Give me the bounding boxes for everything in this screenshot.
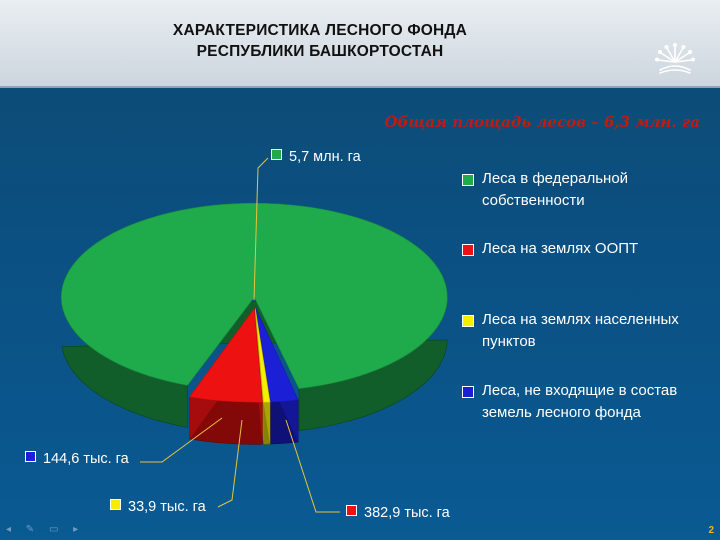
legend-label-other: Леса, не входящие в состав земель лесног… bbox=[482, 382, 678, 421]
leader-line-settlements bbox=[217, 419, 243, 508]
legend-swatch-federal bbox=[462, 174, 474, 186]
legend-label-oopt: Леса на землях ООПТ bbox=[482, 240, 639, 257]
data-label-swatch-federal bbox=[271, 149, 282, 160]
legend-swatch-other bbox=[462, 386, 474, 398]
data-label-other: 144,6 тыс. га bbox=[25, 451, 129, 467]
kurai-flower-logo bbox=[655, 43, 695, 74]
leader-line-other bbox=[140, 417, 223, 463]
slide-nav-controls[interactable]: ◂ ✎ ▭ ▸ bbox=[6, 524, 85, 535]
leader-line-federal bbox=[253, 157, 269, 301]
page-title-line-2: РЕСПУБЛИКИ БАШКОРТОСТАН bbox=[196, 43, 444, 60]
data-label-swatch-settlements bbox=[110, 499, 121, 510]
legend-label-federal: Леса в федеральной собственности bbox=[482, 170, 629, 209]
pie-slice-settlements bbox=[254, 308, 271, 403]
data-label-text-federal: 5,7 млн. га bbox=[289, 149, 361, 165]
pie-slice-oopt bbox=[189, 307, 263, 403]
legend-swatch-settlements bbox=[462, 315, 474, 327]
data-label-swatch-oopt bbox=[346, 505, 357, 516]
data-label-swatch-other bbox=[25, 451, 36, 462]
page-title: ХАРАКТЕРИСТИКА ЛЕСНОГО ФОНДА РЕСПУБЛИКИ … bbox=[110, 20, 530, 62]
page-number: 2 bbox=[708, 525, 714, 536]
chart-title: Общая площадь лесов – 6,3 млн. га bbox=[384, 113, 700, 131]
header-bar: ХАРАКТЕРИСТИКА ЛЕСНОГО ФОНДА РЕСПУБЛИКИ … bbox=[0, 0, 720, 88]
data-label-text-other: 144,6 тыс. га bbox=[43, 451, 129, 467]
leader-line-oopt bbox=[285, 419, 340, 513]
page-title-line-1: ХАРАКТЕРИСТИКА ЛЕСНОГО ФОНДА bbox=[172, 22, 468, 39]
pie-slice-other bbox=[255, 308, 299, 403]
legend-label-settlements: Леса на землях населенных пунктов bbox=[482, 311, 679, 350]
data-label-federal: 5,7 млн. га bbox=[271, 149, 361, 165]
legend-swatch-oopt bbox=[462, 244, 474, 256]
data-label-text-oopt: 382,9 тыс. га bbox=[364, 505, 450, 521]
data-label-settlements: 33,9 тыс. га bbox=[110, 499, 206, 515]
data-label-text-settlements: 33,9 тыс. га bbox=[128, 499, 206, 515]
data-label-oopt: 382,9 тыс. га bbox=[346, 505, 450, 521]
